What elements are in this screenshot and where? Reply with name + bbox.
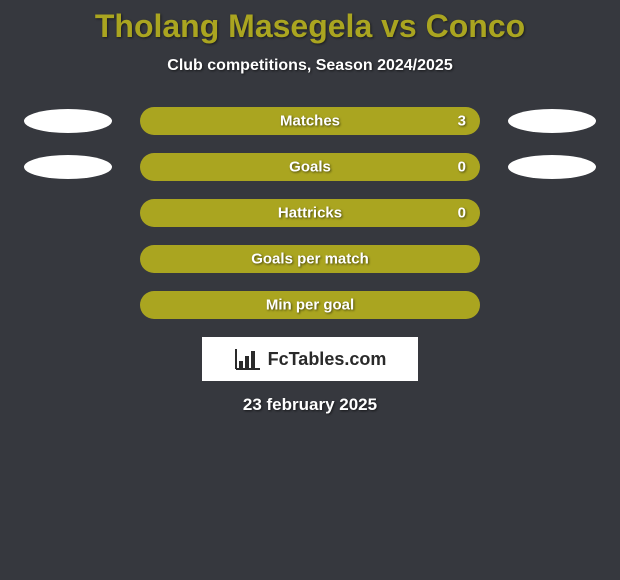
stat-value: 0 [458,205,466,222]
stat-bar: Matches 3 [140,107,480,135]
stat-bar: Goals 0 [140,153,480,181]
logo-text: FcTables.com [268,349,387,370]
subtitle: Club competitions, Season 2024/2025 [0,57,620,75]
stat-label: Goals [289,159,331,176]
stats-list: Matches 3 Goals 0 Hattricks 0 Goals per match M… [0,107,620,319]
stat-bar: Goals per match [140,245,480,273]
left-ellipse [24,155,112,179]
right-ellipse [508,155,596,179]
left-ellipse [24,109,112,133]
stat-row: Goals per match [0,245,620,273]
stat-row: Min per goal [0,291,620,319]
stat-row: Hattricks 0 [0,199,620,227]
stat-label: Min per goal [266,297,354,314]
stat-row: Matches 3 [0,107,620,135]
date-label: 23 february 2025 [0,395,620,415]
right-ellipse [508,109,596,133]
stat-label: Goals per match [251,251,369,268]
comparison-card: Tholang Masegela vs Conco Club competiti… [0,0,620,415]
stat-row: Goals 0 [0,153,620,181]
stat-label: Hattricks [278,205,342,222]
stat-label: Matches [280,113,340,130]
logo-box[interactable]: FcTables.com [202,337,418,381]
stat-bar: Hattricks 0 [140,199,480,227]
stat-value: 3 [458,113,466,130]
stat-bar: Min per goal [140,291,480,319]
stat-value: 0 [458,159,466,176]
bar-chart-icon [234,347,262,371]
page-title: Tholang Masegela vs Conco [0,8,620,45]
